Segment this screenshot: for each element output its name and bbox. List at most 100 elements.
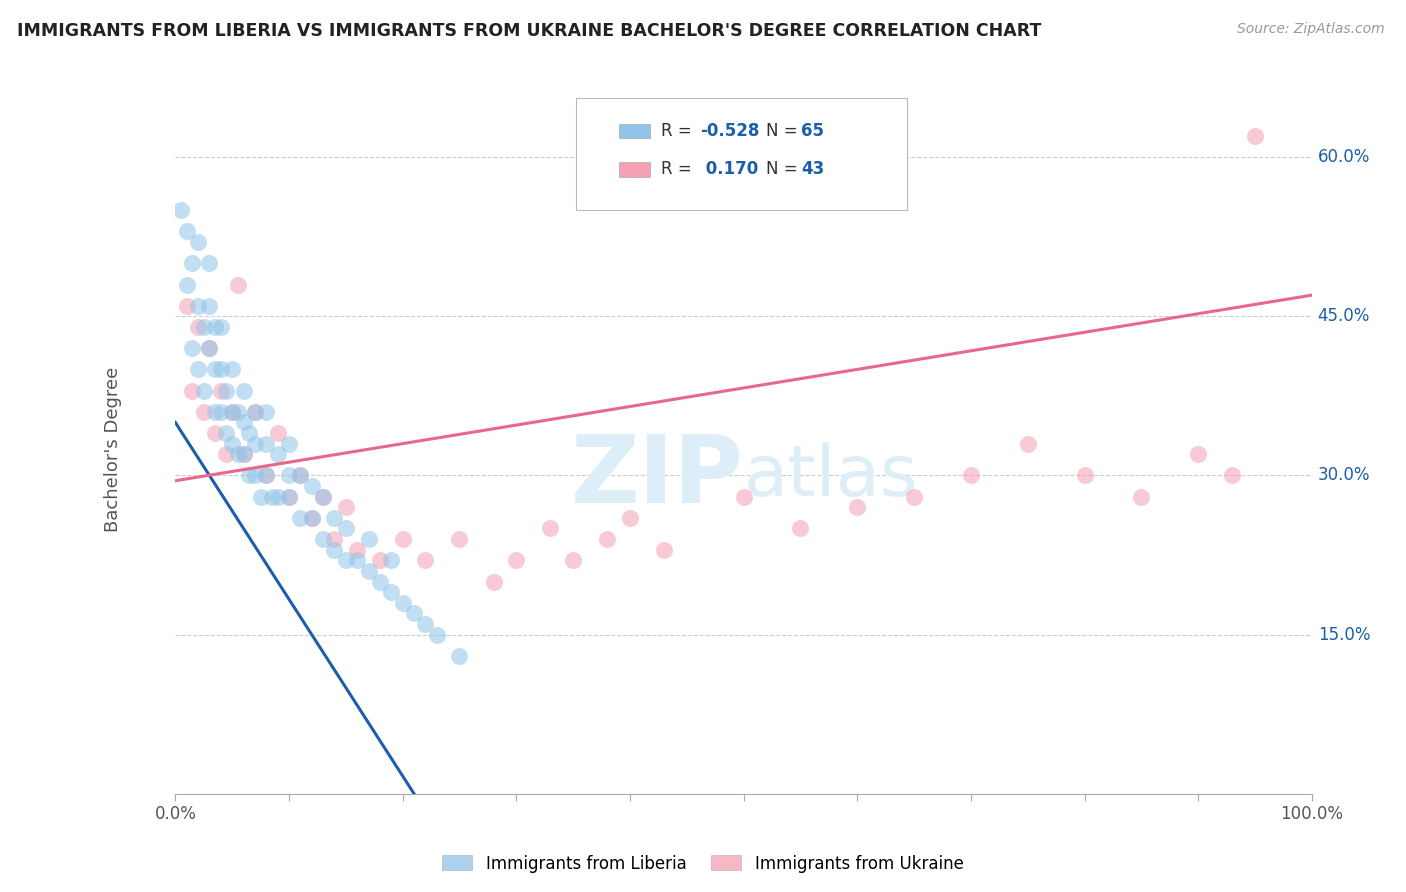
Point: [346, 542, 368, 557]
Point: [449, 532, 471, 546]
Point: [312, 532, 335, 546]
Point: [619, 511, 641, 525]
Text: atlas: atlas: [744, 442, 918, 511]
Point: [198, 341, 221, 355]
Point: [1222, 468, 1244, 483]
Point: [290, 511, 312, 525]
Point: [243, 436, 266, 450]
Point: [301, 511, 323, 525]
Point: [278, 490, 301, 504]
Point: [368, 553, 391, 567]
Point: [198, 256, 221, 270]
Point: [301, 511, 323, 525]
Point: [391, 532, 413, 546]
Point: [449, 648, 471, 663]
Point: [232, 416, 254, 430]
Point: [482, 574, 505, 589]
Point: [215, 384, 238, 398]
Text: 65: 65: [801, 122, 824, 140]
Text: N =: N =: [766, 122, 803, 140]
Point: [176, 277, 198, 292]
Point: [505, 553, 527, 567]
Point: [187, 235, 209, 249]
Text: N =: N =: [766, 161, 803, 178]
Point: [204, 405, 226, 419]
Point: [596, 532, 619, 546]
Point: [426, 627, 449, 641]
Point: [170, 203, 193, 218]
Point: [266, 490, 288, 504]
Point: [652, 542, 675, 557]
Point: [323, 511, 346, 525]
Point: [221, 436, 243, 450]
Point: [187, 299, 209, 313]
Point: [193, 405, 215, 419]
Point: [278, 490, 301, 504]
Point: [789, 521, 811, 535]
Text: 15.0%: 15.0%: [1317, 625, 1369, 643]
Point: [209, 405, 232, 419]
Point: [357, 532, 380, 546]
Point: [266, 447, 288, 461]
Point: [290, 468, 312, 483]
Point: [209, 384, 232, 398]
Point: [226, 447, 249, 461]
Point: [204, 425, 226, 440]
Point: [232, 447, 254, 461]
Point: [198, 299, 221, 313]
Point: [335, 521, 357, 535]
Point: [335, 553, 357, 567]
Point: [193, 320, 215, 334]
Point: [254, 468, 277, 483]
Point: [232, 384, 254, 398]
Point: [290, 468, 312, 483]
Point: [846, 500, 869, 515]
Point: [198, 341, 221, 355]
Point: [221, 405, 243, 419]
Point: [1017, 436, 1039, 450]
Point: [209, 320, 232, 334]
Legend: Immigrants from Liberia, Immigrants from Ukraine: Immigrants from Liberia, Immigrants from…: [436, 848, 970, 880]
Point: [312, 490, 335, 504]
Point: [238, 425, 260, 440]
Point: [562, 553, 585, 567]
Point: [391, 596, 413, 610]
Point: [380, 585, 402, 599]
Point: [254, 468, 277, 483]
Point: [181, 384, 204, 398]
Point: [254, 436, 277, 450]
Point: [415, 553, 437, 567]
Point: [215, 447, 238, 461]
Point: [238, 468, 260, 483]
Point: [204, 362, 226, 376]
Point: [204, 320, 226, 334]
Point: [278, 436, 301, 450]
Point: [415, 617, 437, 632]
Point: [209, 362, 232, 376]
Point: [1244, 128, 1267, 143]
Point: [335, 500, 357, 515]
Text: -0.528: -0.528: [700, 122, 759, 140]
Point: [193, 384, 215, 398]
Text: 43: 43: [801, 161, 825, 178]
Point: [243, 405, 266, 419]
Point: [243, 405, 266, 419]
Point: [221, 362, 243, 376]
Point: [215, 425, 238, 440]
Text: IMMIGRANTS FROM LIBERIA VS IMMIGRANTS FROM UKRAINE BACHELOR'S DEGREE CORRELATION: IMMIGRANTS FROM LIBERIA VS IMMIGRANTS FR…: [17, 22, 1042, 40]
Point: [243, 468, 266, 483]
Point: [323, 542, 346, 557]
Point: [903, 490, 925, 504]
Point: [176, 299, 198, 313]
Point: [301, 479, 323, 493]
Text: R =: R =: [661, 161, 697, 178]
Point: [1130, 490, 1153, 504]
Point: [960, 468, 983, 483]
Point: [232, 447, 254, 461]
Point: [346, 553, 368, 567]
Point: [1187, 447, 1209, 461]
Point: [357, 564, 380, 578]
Point: [254, 405, 277, 419]
Point: [323, 532, 346, 546]
Point: [278, 468, 301, 483]
